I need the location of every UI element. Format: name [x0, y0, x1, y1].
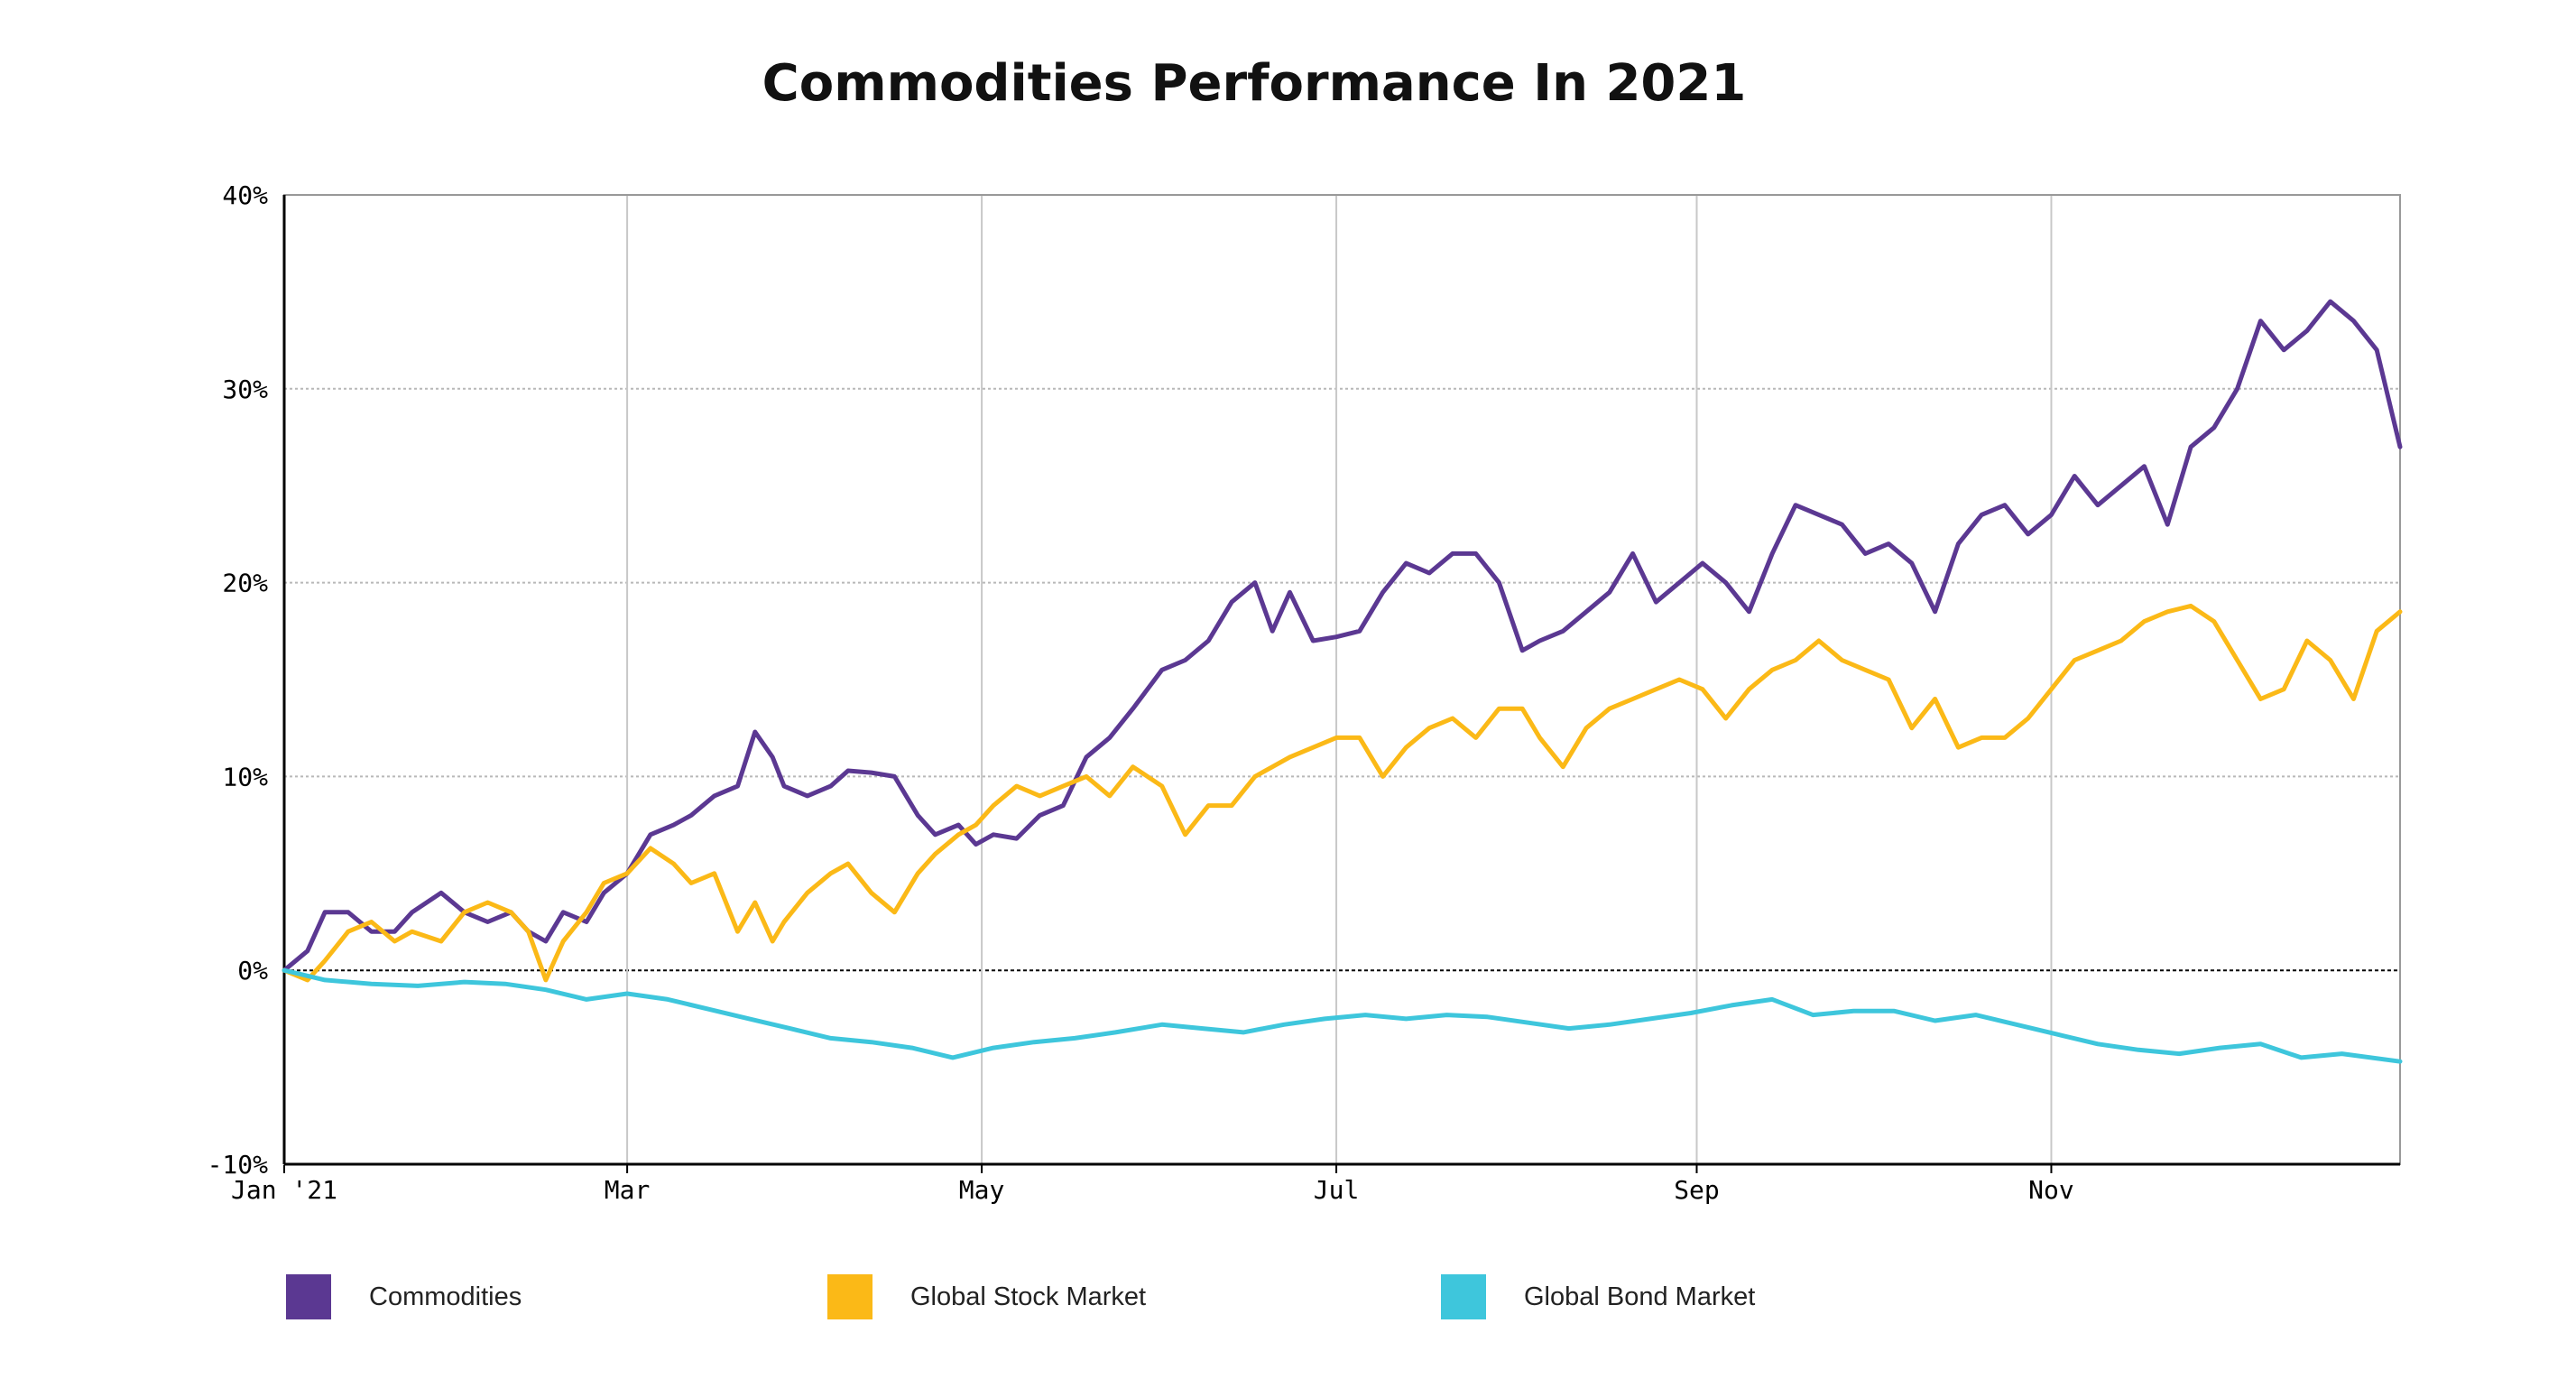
legend-item-commodities: Commodities	[286, 1273, 522, 1321]
series-line-global-bond-market	[282, 967, 2403, 1064]
axis-layer: -10% 0% 10% 20% 30% 40% Jan '21 Mar May Jul Sep Nov	[208, 180, 2401, 1205]
legend-item-global-stock-market: Global Stock Market	[827, 1273, 1146, 1321]
x-tick-label: Jan '21	[231, 1175, 337, 1205]
y-tick-label: 0%	[237, 956, 268, 986]
x-tick-label: Sep	[1674, 1175, 1720, 1205]
series-line-global-stock-market	[282, 603, 2403, 983]
series-layer	[282, 299, 2403, 1064]
x-tick-label: May	[959, 1175, 1005, 1205]
legend-swatch-global-stock-market	[827, 1274, 873, 1319]
grid-layer	[284, 195, 2400, 1164]
x-tick-label: Jul	[1314, 1175, 1360, 1205]
legend-item-global-bond-market: Global Bond Market	[1441, 1273, 1755, 1321]
y-tick-label: -10%	[208, 1150, 269, 1180]
y-tick-label: 30%	[222, 375, 268, 404]
series-line-commodities	[282, 299, 2403, 973]
legend-swatch-global-bond-market	[1441, 1274, 1486, 1319]
y-tick-label: 40%	[222, 180, 268, 210]
x-tick-label: Mar	[605, 1175, 651, 1205]
x-tick-label: Nov	[2028, 1175, 2074, 1205]
legend-label-global-stock-market: Global Stock Market	[910, 1282, 1147, 1311]
legend-label-commodities: Commodities	[369, 1282, 522, 1311]
legend-swatch-commodities	[286, 1274, 331, 1319]
chart-title: Commodities Performance In 2021	[762, 54, 1747, 113]
y-tick-label: 20%	[222, 569, 268, 598]
legend-label-global-bond-market: Global Bond Market	[1524, 1282, 1756, 1311]
y-tick-label: 10%	[222, 762, 268, 791]
